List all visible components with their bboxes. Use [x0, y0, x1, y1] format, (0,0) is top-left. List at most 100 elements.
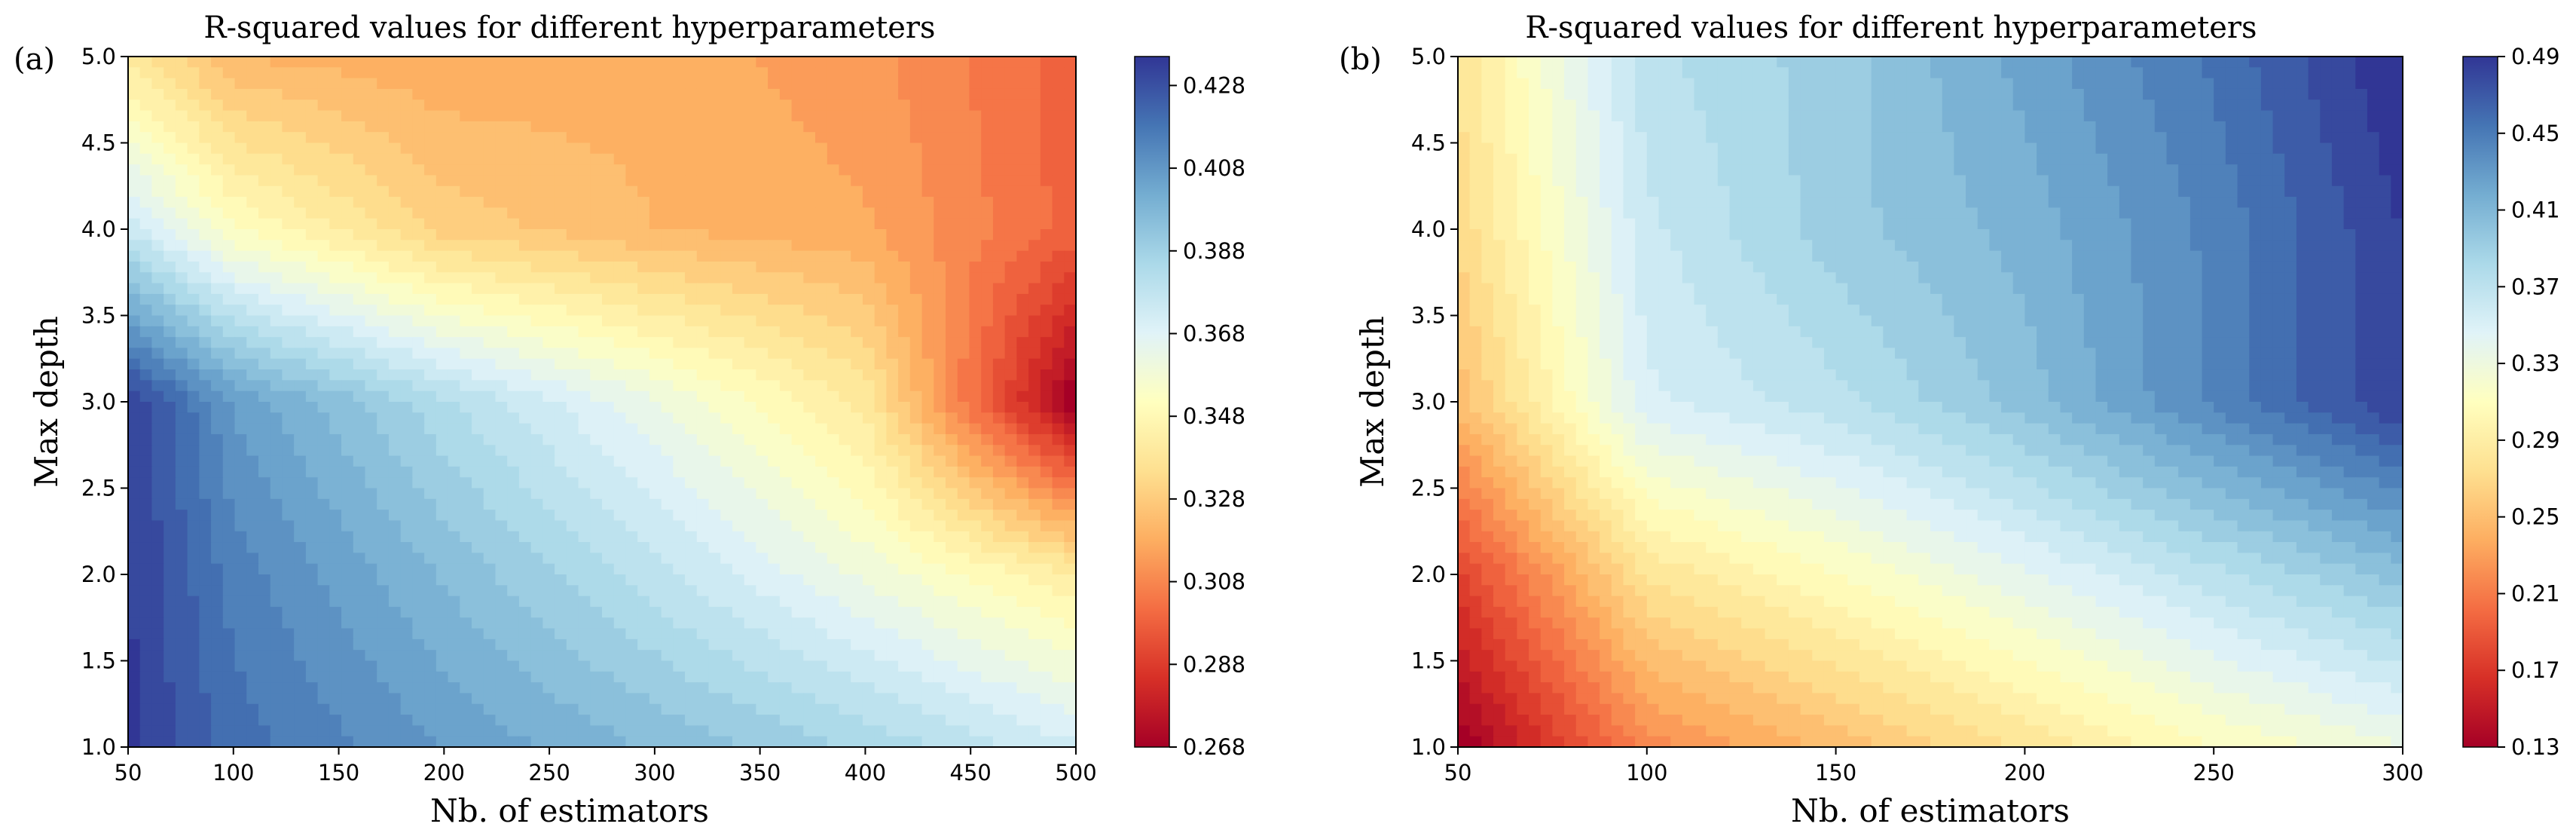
heatmap-cell — [234, 563, 248, 575]
heatmap-cell — [874, 606, 888, 619]
heatmap-cell — [602, 423, 615, 435]
heatmap-cell — [779, 78, 793, 90]
heatmap-cell — [305, 132, 319, 144]
heatmap-cell — [400, 542, 414, 554]
heatmap-cell — [270, 197, 283, 209]
heatmap-cell — [862, 164, 875, 176]
heatmap-cell — [661, 142, 674, 155]
heatmap-cell — [1040, 542, 1053, 554]
heatmap-cell — [530, 585, 544, 597]
heatmap-cell — [400, 585, 414, 597]
heatmap-cell — [258, 693, 271, 705]
heatmap-cell — [424, 305, 437, 317]
heatmap-cell — [720, 67, 733, 79]
heatmap-cell — [696, 348, 710, 360]
heatmap-cell — [851, 197, 863, 209]
heatmap-cell — [921, 100, 935, 112]
heatmap-cell — [661, 100, 674, 112]
heatmap-cell — [637, 510, 650, 522]
heatmap-cell — [365, 380, 378, 392]
heatmap-cell — [472, 703, 484, 715]
heatmap-cell — [756, 693, 769, 705]
heatmap-cell — [898, 488, 911, 500]
heatmap-cell — [199, 121, 212, 133]
heatmap-cell — [542, 315, 555, 327]
heatmap-cell — [886, 531, 899, 543]
heatmap-cell — [815, 369, 828, 381]
heatmap-cell — [448, 78, 461, 90]
heatmap-cell — [163, 348, 176, 360]
heatmap-cell — [957, 164, 970, 176]
heatmap-cell — [613, 638, 627, 651]
heatmap-cell — [791, 132, 805, 144]
heatmap-cell — [1064, 488, 1077, 500]
heatmap-cell — [282, 67, 295, 79]
heatmap-cell — [317, 617, 331, 629]
heatmap-cell — [590, 553, 603, 565]
heatmap-cell — [566, 660, 579, 672]
heatmap-cell — [294, 358, 307, 370]
heatmap-cell — [661, 477, 674, 489]
heatmap-cell — [1040, 218, 1053, 230]
heatmap-cell — [803, 574, 816, 586]
heatmap-cell — [377, 693, 390, 705]
heatmap-cell — [803, 110, 816, 122]
heatmap-cell — [732, 164, 745, 176]
heatmap-cell — [377, 542, 390, 554]
heatmap-cell — [696, 703, 710, 715]
heatmap-cell — [851, 250, 863, 262]
heatmap-cell — [495, 358, 508, 370]
heatmap-cell — [377, 412, 390, 424]
heatmap-cell — [1016, 78, 1029, 90]
heatmap-cell — [139, 110, 153, 122]
heatmap-cell — [305, 305, 319, 317]
heatmap-cell — [199, 110, 212, 122]
heatmap-cell — [377, 272, 390, 284]
heatmap-cell — [294, 390, 307, 403]
heatmap-cell — [270, 67, 283, 79]
heatmap-cell — [815, 617, 828, 629]
heatmap-cell — [222, 715, 236, 727]
heatmap-cell — [815, 88, 828, 101]
heatmap-cell — [862, 520, 875, 532]
heatmap-cell — [934, 88, 946, 101]
heatmap-cell — [555, 542, 567, 554]
heatmap-cell — [163, 412, 176, 424]
heatmap-cell — [211, 348, 224, 360]
heatmap-cell — [862, 218, 875, 230]
heatmap-cell — [495, 261, 508, 274]
heatmap-cell — [590, 142, 603, 155]
heatmap-cell — [542, 337, 555, 349]
heatmap-cell — [696, 57, 710, 69]
heatmap-cell — [720, 498, 733, 510]
heatmap-cell — [590, 110, 603, 122]
heatmap-cell — [128, 218, 141, 230]
heatmap-cell — [282, 510, 295, 522]
heatmap-cell — [756, 531, 769, 543]
heatmap-cell — [518, 553, 532, 565]
heatmap-cell — [708, 498, 722, 510]
heatmap-cell — [460, 628, 472, 640]
heatmap-cell — [1052, 229, 1065, 241]
heatmap-cell — [779, 110, 793, 122]
heatmap-cell — [1028, 574, 1041, 586]
heatmap-cell — [199, 466, 212, 478]
heatmap-cell — [460, 175, 472, 187]
heatmap-cell — [590, 175, 603, 187]
heatmap-cell — [625, 715, 638, 727]
heatmap-cell — [282, 132, 295, 144]
heatmap-cell — [329, 606, 342, 619]
heatmap-cell — [1064, 197, 1077, 209]
heatmap-cell — [946, 671, 958, 683]
heatmap-cell — [874, 650, 888, 662]
heatmap-cell — [934, 682, 946, 694]
heatmap-cell — [1040, 628, 1053, 640]
heatmap-cell — [791, 638, 805, 651]
heatmap-cell — [365, 445, 378, 457]
heatmap-cell — [1028, 380, 1041, 392]
heatmap-cell — [649, 326, 662, 338]
heatmap-cell — [874, 218, 888, 230]
heatmap-cell — [909, 293, 923, 305]
heatmap-cell — [400, 207, 414, 219]
heatmap-cell — [779, 369, 793, 381]
